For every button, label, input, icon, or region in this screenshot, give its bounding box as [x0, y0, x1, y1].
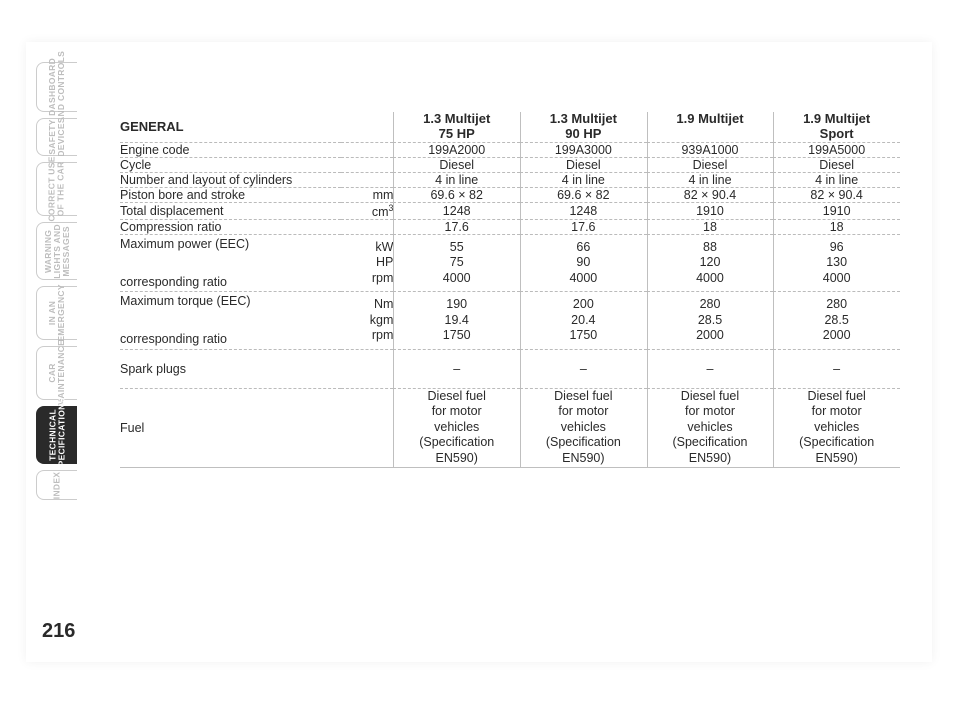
spec-value: – [393, 349, 520, 388]
spec-value: 28028.52000 [773, 292, 900, 349]
tab-dashboard-label: DASHBOARDAND CONTROLS [48, 51, 66, 123]
tab-maintenance-label: CARMAINTENANCE [48, 340, 66, 406]
spec-unit: Nmkgmrpm [341, 292, 393, 349]
spec-table: GENERAL1.3 Multijet75 HP1.3 Multijet90 H… [120, 112, 900, 468]
spec-value: 55754000 [393, 235, 520, 292]
spec-value: 1910 [647, 202, 774, 219]
spec-value: Diesel fuelfor motorvehicles(Specificati… [647, 388, 774, 467]
spec-value: – [773, 349, 900, 388]
section-tabs: DASHBOARDAND CONTROLSSAFETYDEVICESCORREC… [36, 62, 104, 506]
spec-value: 20020.41750 [520, 292, 647, 349]
tab-emergency-label: IN ANEMERGENCY [48, 284, 66, 342]
spec-value: 4 in line [393, 172, 520, 187]
spec-value: Diesel [773, 157, 900, 172]
spec-value: 17.6 [393, 220, 520, 235]
spec-label: Total displacement [120, 202, 341, 219]
spec-value: 19019.41750 [393, 292, 520, 349]
spec-label: Cycle [120, 157, 341, 172]
spec-unit: kWHPrpm [341, 235, 393, 292]
page: DASHBOARDAND CONTROLSSAFETYDEVICESCORREC… [0, 0, 954, 706]
spec-unit [341, 220, 393, 235]
spec-value: Diesel [647, 157, 774, 172]
column-header-col3: 1.9 Multijet [647, 112, 774, 142]
spec-value: Diesel fuelfor motorvehicles(Specificati… [393, 388, 520, 467]
spec-value: 1248 [393, 202, 520, 219]
spec-value: Diesel fuelfor motorvehicles(Specificati… [520, 388, 647, 467]
spec-value: Diesel [393, 157, 520, 172]
spec-unit [341, 388, 393, 467]
tab-dashboard[interactable]: DASHBOARDAND CONTROLS [36, 62, 77, 112]
spec-value: 961304000 [773, 235, 900, 292]
spec-value: 69.6 × 82 [520, 187, 647, 202]
spec-value: 199A5000 [773, 142, 900, 157]
tab-warning-label: WARNINGLIGHTS ANDMESSAGES [44, 224, 71, 279]
spec-value: – [647, 349, 774, 388]
spec-label: Compression ratio [120, 220, 341, 235]
spec-label: Maximum power (EEC)corresponding ratio [120, 235, 341, 292]
spec-unit [341, 172, 393, 187]
spec-unit [341, 142, 393, 157]
spec-label: Engine code [120, 142, 341, 157]
column-header-col1: 1.3 Multijet75 HP [393, 112, 520, 142]
spec-value: 17.6 [520, 220, 647, 235]
tab-correctuse-label: CORRECT USEOF THE CAR [48, 156, 66, 221]
spec-value: 69.6 × 82 [393, 187, 520, 202]
spec-label: Piston bore and stroke [120, 187, 341, 202]
spec-label: Spark plugs [120, 349, 341, 388]
tab-index[interactable]: INDEX [36, 470, 77, 500]
tab-techspec-label: TECHNICALSPECIFICATIONS [48, 398, 66, 473]
spec-value: 18 [647, 220, 774, 235]
spec-value: 4 in line [647, 172, 774, 187]
spec-table-wrapper: GENERAL1.3 Multijet75 HP1.3 Multijet90 H… [120, 112, 900, 468]
tab-warning[interactable]: WARNINGLIGHTS ANDMESSAGES [36, 222, 77, 280]
spec-unit: mm [341, 187, 393, 202]
spec-value: 82 × 90.4 [647, 187, 774, 202]
tab-emergency[interactable]: IN ANEMERGENCY [36, 286, 77, 340]
spec-label: Fuel [120, 388, 341, 467]
page-number: 216 [42, 620, 75, 643]
spec-value: 1910 [773, 202, 900, 219]
tab-techspec[interactable]: TECHNICALSPECIFICATIONS [36, 406, 77, 464]
section-title: GENERAL [120, 112, 393, 142]
spec-value: 4 in line [520, 172, 647, 187]
spec-value: Diesel fuelfor motorvehicles(Specificati… [773, 388, 900, 467]
spec-label: Number and layout of cylinders [120, 172, 341, 187]
spec-value: 4 in line [773, 172, 900, 187]
tab-safety-label: SAFETYDEVICES [48, 117, 66, 156]
spec-value: – [520, 349, 647, 388]
spec-value: 18 [773, 220, 900, 235]
tab-index-label: INDEX [53, 471, 62, 498]
spec-unit: cm3 [341, 202, 393, 219]
spec-value: 1248 [520, 202, 647, 219]
spec-unit [341, 157, 393, 172]
spec-unit [341, 349, 393, 388]
spec-value: 199A2000 [393, 142, 520, 157]
spec-value: 82 × 90.4 [773, 187, 900, 202]
spec-label: Maximum torque (EEC)corresponding ratio [120, 292, 341, 349]
tab-maintenance[interactable]: CARMAINTENANCE [36, 346, 77, 400]
spec-value: 66904000 [520, 235, 647, 292]
spec-value: 28028.52000 [647, 292, 774, 349]
column-header-col4: 1.9 MultijetSport [773, 112, 900, 142]
spec-value: 199A3000 [520, 142, 647, 157]
tab-safety[interactable]: SAFETYDEVICES [36, 118, 77, 156]
spec-value: 939A1000 [647, 142, 774, 157]
spec-value: Diesel [520, 157, 647, 172]
spec-value: 881204000 [647, 235, 774, 292]
tab-correctuse[interactable]: CORRECT USEOF THE CAR [36, 162, 77, 216]
column-header-col2: 1.3 Multijet90 HP [520, 112, 647, 142]
